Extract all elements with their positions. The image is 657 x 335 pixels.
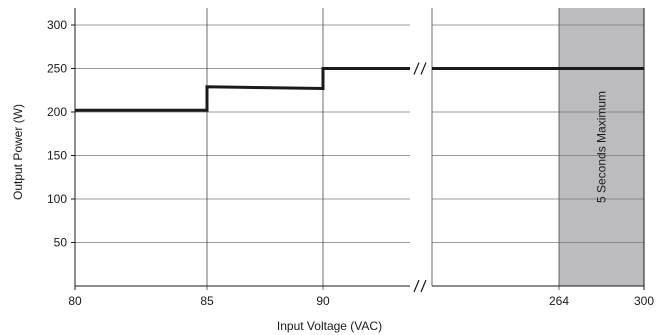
label-layer: 50 100 150 200 250 300 80 85 90 264 300 bbox=[47, 18, 654, 308]
y-tick-label: 200 bbox=[47, 105, 67, 119]
y-tick-label: 300 bbox=[47, 18, 67, 32]
series-layer bbox=[74, 67, 645, 112]
y-tick-label: 100 bbox=[47, 192, 67, 206]
y-tick-label: 50 bbox=[54, 236, 68, 250]
shaded-region-label: 5 Seconds Maximum bbox=[595, 91, 609, 203]
series-line bbox=[75, 67, 410, 112]
grid-layer bbox=[75, 8, 644, 290]
shaded-region bbox=[559, 8, 644, 286]
series-break-icon bbox=[420, 62, 427, 75]
x-axis-title: Input Voltage (VAC) bbox=[277, 319, 382, 333]
series-break-icon bbox=[413, 62, 420, 75]
y-tick-label: 150 bbox=[47, 149, 67, 163]
x-axis-break-icon bbox=[413, 279, 420, 293]
y-tick-label: 250 bbox=[47, 62, 67, 76]
x-tick-label: 264 bbox=[549, 294, 569, 308]
axis-layer bbox=[71, 8, 645, 293]
x-tick-label: 90 bbox=[316, 294, 330, 308]
y-axis-title: Output Power (W) bbox=[11, 104, 25, 200]
x-tick-label: 300 bbox=[634, 294, 654, 308]
x-tick-label: 80 bbox=[68, 294, 82, 308]
x-tick-label: 85 bbox=[200, 294, 214, 308]
x-axis-break-icon bbox=[420, 279, 427, 293]
shaded-region-layer bbox=[559, 8, 644, 286]
